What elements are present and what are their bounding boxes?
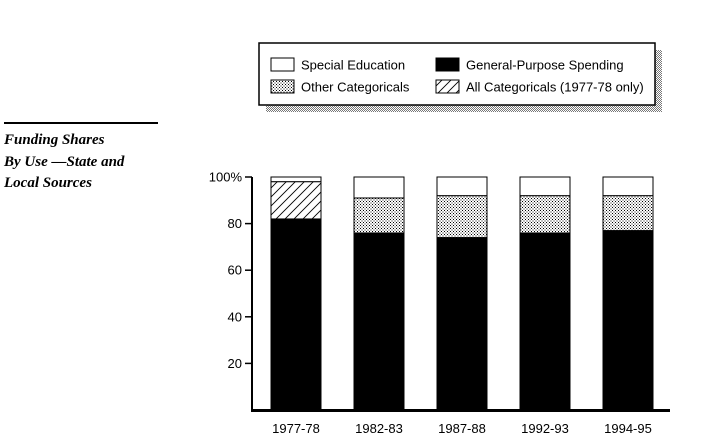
y-tick-label: 40 xyxy=(228,309,242,324)
bar-segment xyxy=(353,176,405,199)
sidebar-rule xyxy=(4,122,158,124)
y-tick-label: 80 xyxy=(228,216,242,231)
x-tick-label: 1982-83 xyxy=(355,421,403,436)
legend-swatch xyxy=(435,57,460,72)
x-tick-label: 1992-93 xyxy=(521,421,569,436)
bar-segment xyxy=(353,232,405,411)
legend-swatch xyxy=(270,57,295,72)
bar-segment xyxy=(436,176,488,197)
bar-segment xyxy=(436,237,488,411)
legend-label: Other Categoricals xyxy=(301,80,410,95)
bar-segment xyxy=(353,197,405,234)
bar-segment xyxy=(519,232,571,411)
legend-box xyxy=(258,42,656,106)
x-tick-label: 1994-95 xyxy=(604,421,652,436)
bar-segment xyxy=(270,181,322,220)
bar-segment xyxy=(270,218,322,411)
bar-segment xyxy=(602,176,654,197)
bar-segment xyxy=(436,195,488,239)
side-title-line-1: Funding Shares xyxy=(4,132,105,148)
legend: Special Education General-Purpose Spendin… xyxy=(258,42,662,112)
y-tick-label: 60 xyxy=(228,263,242,278)
chart-side-title: Funding Shares By Use —State and Local S… xyxy=(4,130,174,195)
bar-segment xyxy=(602,195,654,232)
legend-label: General-Purpose Spending xyxy=(466,58,624,73)
y-tick-label: 20 xyxy=(228,356,242,371)
y-tick-label: 100% xyxy=(209,170,243,185)
bar-segment xyxy=(270,176,322,183)
legend-swatch xyxy=(270,79,295,94)
bar-segment xyxy=(602,230,654,411)
x-tick-label: 1977-78 xyxy=(272,421,320,436)
side-title-line-2: By Use —State and xyxy=(4,153,125,170)
plot-area: 20 40 60 80 100% 1977-78 1982-83 1987-88 1992-93… xyxy=(209,170,670,436)
legend-label: Special Education xyxy=(301,58,405,73)
x-tick-label: 1987-88 xyxy=(438,421,486,436)
legend-label: All Categoricals (1977-78 only) xyxy=(466,80,644,95)
bar-segment xyxy=(519,176,571,197)
legend-swatch xyxy=(435,79,460,94)
bar-segment xyxy=(519,195,571,234)
side-title-line-3: Local Sources xyxy=(4,175,92,191)
